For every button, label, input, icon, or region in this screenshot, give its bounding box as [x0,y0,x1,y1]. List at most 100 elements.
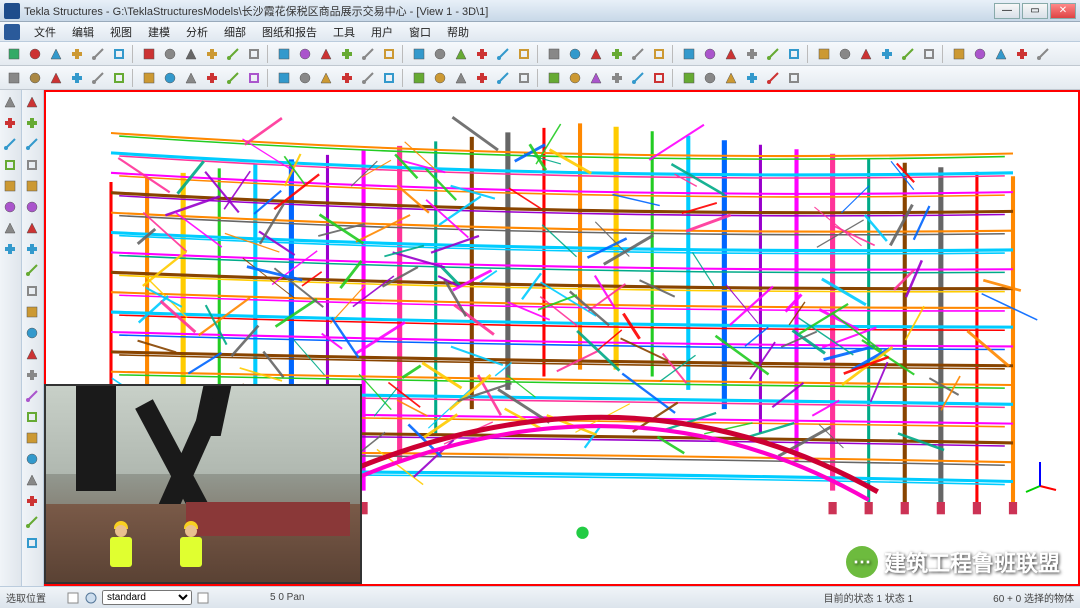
side-toolbar-button[interactable] [22,323,42,343]
toolbar-button[interactable] [784,44,804,64]
toolbar-button[interactable] [109,44,129,64]
toolbar-button[interactable] [274,44,294,64]
toolbar-button[interactable] [67,68,87,88]
side-toolbar-button[interactable] [22,428,42,448]
minimize-button[interactable]: — [994,3,1020,19]
toolbar-button[interactable] [358,68,378,88]
toolbar-button[interactable] [223,44,243,64]
side-toolbar-button[interactable] [0,134,20,154]
toolbar-button[interactable] [139,68,159,88]
toolbar-button[interactable] [25,68,45,88]
side-toolbar-button[interactable] [22,302,42,322]
toolbar-button[interactable] [856,44,876,64]
toolbar-button[interactable] [493,44,513,64]
toolbar-button[interactable] [202,44,222,64]
toolbar-button[interactable] [274,68,294,88]
toolbar-button[interactable] [919,44,939,64]
toolbar-button[interactable] [88,44,108,64]
menu-item[interactable]: 工具 [325,22,363,42]
toolbar-button[interactable] [295,44,315,64]
side-toolbar-button[interactable] [22,386,42,406]
toolbar-button[interactable] [358,44,378,64]
side-toolbar-button[interactable] [22,260,42,280]
toolbar-button[interactable] [472,44,492,64]
toolbar-button[interactable] [742,44,762,64]
toolbar-button[interactable] [586,68,606,88]
toolbar-button[interactable] [607,44,627,64]
toolbar-button[interactable] [565,44,585,64]
toolbar-button[interactable] [202,68,222,88]
menu-item[interactable]: 视图 [102,22,140,42]
side-toolbar-button[interactable] [22,365,42,385]
toolbar-button[interactable] [316,44,336,64]
toolbar-button[interactable] [814,44,834,64]
menu-item[interactable]: 文件 [26,22,64,42]
side-toolbar-button[interactable] [22,533,42,553]
toolbar-button[interactable] [949,44,969,64]
side-toolbar-button[interactable] [22,176,42,196]
toolbar-button[interactable] [898,44,918,64]
side-toolbar-button[interactable] [22,344,42,364]
side-toolbar-button[interactable] [22,113,42,133]
side-toolbar-button[interactable] [0,239,20,259]
toolbar-button[interactable] [295,68,315,88]
toolbar-button[interactable] [763,68,783,88]
close-button[interactable]: ✕ [1050,3,1076,19]
toolbar-button[interactable] [46,44,66,64]
menu-item[interactable]: 帮助 [439,22,477,42]
side-toolbar-button[interactable] [22,92,42,112]
toolbar-button[interactable] [244,44,264,64]
menu-item[interactable]: 编辑 [64,22,102,42]
toolbar-button[interactable] [628,44,648,64]
toolbar-button[interactable] [721,44,741,64]
toolbar-button[interactable] [877,44,897,64]
toolbar-button[interactable] [139,44,159,64]
toolbar-button[interactable] [649,68,669,88]
toolbar-button[interactable] [379,44,399,64]
toolbar-button[interactable] [472,68,492,88]
toolbar-button[interactable] [451,44,471,64]
side-toolbar-button[interactable] [0,155,20,175]
toolbar-button[interactable] [4,44,24,64]
toolbar-button[interactable] [337,68,357,88]
side-toolbar-button[interactable] [22,512,42,532]
toolbar-button[interactable] [181,44,201,64]
toolbar-button[interactable] [244,68,264,88]
toolbar-button[interactable] [628,68,648,88]
toolbar-button[interactable] [409,68,429,88]
toolbar-button[interactable] [679,44,699,64]
toolbar-button[interactable] [181,68,201,88]
toolbar-button[interactable] [109,68,129,88]
menu-item[interactable]: 细部 [216,22,254,42]
menu-item[interactable]: 用户 [363,22,401,42]
menu-item[interactable]: 窗口 [401,22,439,42]
toolbar-button[interactable] [25,44,45,64]
side-toolbar-button[interactable] [22,155,42,175]
toolbar-button[interactable] [514,68,534,88]
side-toolbar-button[interactable] [0,92,20,112]
toolbar-button[interactable] [1012,44,1032,64]
side-toolbar-button[interactable] [22,407,42,427]
side-toolbar-button[interactable] [0,113,20,133]
toolbar-button[interactable] [223,68,243,88]
toolbar-button[interactable] [430,68,450,88]
side-toolbar-button[interactable] [22,491,42,511]
toolbar-button[interactable] [991,44,1011,64]
snap-combo[interactable]: standard [102,590,192,605]
toolbar-button[interactable] [451,68,471,88]
toolbar-button[interactable] [1033,44,1053,64]
menu-item[interactable]: 建模 [140,22,178,42]
toolbar-button[interactable] [493,68,513,88]
toolbar-button[interactable] [649,44,669,64]
side-toolbar-button[interactable] [0,197,20,217]
side-toolbar-button[interactable] [0,176,20,196]
side-toolbar-button[interactable] [22,197,42,217]
menu-item[interactable]: 分析 [178,22,216,42]
toolbar-button[interactable] [316,68,336,88]
toolbar-button[interactable] [337,44,357,64]
side-toolbar-button[interactable] [22,281,42,301]
toolbar-button[interactable] [835,44,855,64]
side-toolbar-button[interactable] [22,449,42,469]
toolbar-button[interactable] [160,44,180,64]
side-toolbar-button[interactable] [22,134,42,154]
